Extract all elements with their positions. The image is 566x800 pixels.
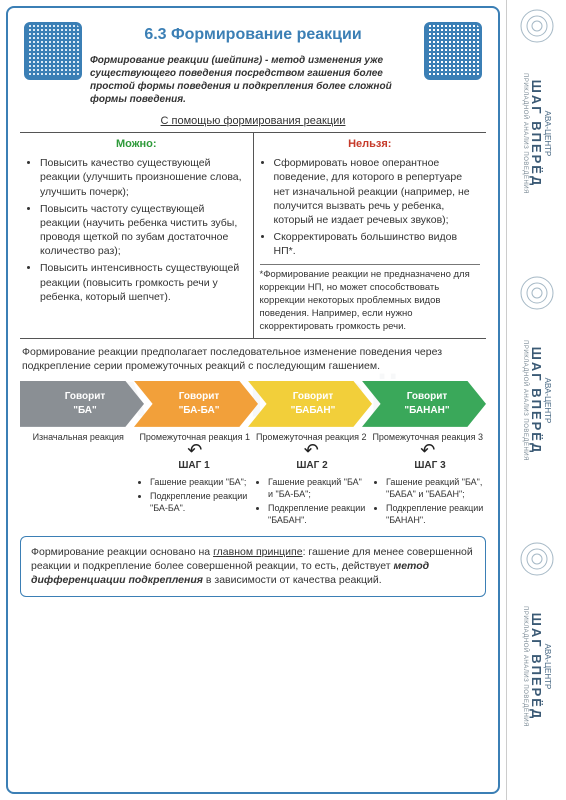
curve-icon: ↶: [370, 445, 487, 455]
shaping-flow: Говорит"БА" Говорит"БА-БА" Говорит"БАБАН…: [20, 381, 486, 427]
principle-box: Формирование реакции основано на главном…: [20, 536, 486, 597]
spiral-icon: [517, 539, 557, 579]
page-title: 6.3 Формирование реакции: [90, 24, 416, 46]
principle-link: главном принципе: [213, 546, 303, 558]
step-2: ШАГ 2 Гашение реакций "БА" и "БА-БА";Под…: [256, 457, 368, 528]
step-heading: ШАГ 3: [374, 459, 486, 473]
table-caption: С помощью формирования реакции: [20, 114, 486, 129]
can-header: Можно:: [26, 137, 247, 152]
cannot-list: Сформировать новое оперантное поведение,…: [260, 156, 481, 258]
spiral-icon: [517, 6, 557, 46]
list-item: Повысить частоту существующей реакции (н…: [40, 202, 247, 259]
qr-code-left: [24, 22, 82, 80]
can-list: Повысить качество существующей реакции (…: [26, 156, 247, 304]
stage-labels: Изначальная реакция Промежуточная реакци…: [20, 431, 486, 443]
curved-arrows: ↶↶↶: [20, 445, 486, 455]
curve-icon: ↶: [137, 445, 254, 455]
stage-arrow-2: Говорит"БАБАН": [248, 381, 372, 427]
main-panel: ШАГ ВПЕРЁД 6.3 Формирование реакции Форм…: [6, 6, 500, 794]
list-item: Сформировать новое оперантное поведение,…: [274, 156, 481, 227]
list-item: Повысить качество существующей реакции (…: [40, 156, 247, 199]
list-item: Повысить интенсивность существующей реак…: [40, 261, 247, 304]
step-3: ШАГ 3 Гашение реакций "БА", "БАБА" и "БА…: [374, 457, 486, 528]
stage-arrow-1: Говорит"БА-БА": [134, 381, 258, 427]
step-heading: ШАГ 1: [138, 459, 250, 473]
cannot-column: Нельзя: Сформировать новое оперантное по…: [253, 133, 487, 337]
brand-sidebar: АВА-ЦЕНТР ШАГ ВПЕРЁД ПРИКЛАДНОЙ АНАЛИЗ П…: [506, 0, 566, 800]
can-cannot-table: Можно: Повысить качество существующей ре…: [20, 132, 486, 338]
qr-code-right: [424, 22, 482, 80]
step-1: ШАГ 1 Гашение реакции "БА";Подкрепление …: [138, 457, 250, 528]
can-column: Можно: Повысить качество существующей ре…: [20, 133, 253, 337]
spiral-icon: [517, 273, 557, 313]
process-description: Формирование реакции предполагает послед…: [22, 345, 484, 373]
stage-arrow-3: Говорит"БАНАН": [362, 381, 486, 427]
cannot-header: Нельзя:: [260, 137, 481, 152]
brand-block: АВА-ЦЕНТР ШАГ ВПЕРЁД ПРИКЛАДНОЙ АНАЛИЗ П…: [506, 267, 566, 534]
brand-block: АВА-ЦЕНТР ШАГ ВПЕРЁД ПРИКЛАДНОЙ АНАЛИЗ П…: [506, 533, 566, 800]
step-heading: ШАГ 2: [256, 459, 368, 473]
footnote: *Формирование реакции не предназначено д…: [260, 264, 481, 333]
list-item: Скорректировать большинство видов НП*.: [274, 230, 481, 258]
steps-row: ШАГ 1 Гашение реакции "БА";Подкрепление …: [20, 457, 486, 528]
intro-definition: Формирование реакции (шейпинг) - метод и…: [90, 54, 416, 106]
stage-arrow-0: Говорит"БА": [20, 381, 144, 427]
brand-block: АВА-ЦЕНТР ШАГ ВПЕРЁД ПРИКЛАДНОЙ АНАЛИЗ П…: [506, 0, 566, 267]
stage-label: Изначальная реакция: [20, 431, 137, 443]
curve-icon: ↶: [253, 445, 370, 455]
